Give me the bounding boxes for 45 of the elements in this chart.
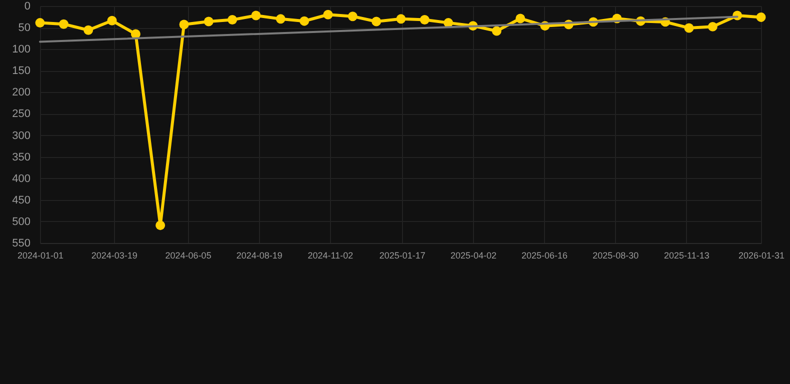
point [420,15,430,25]
point [204,16,214,26]
point [107,16,117,26]
point [756,12,766,22]
x-tick-label: 2025-06-16 [522,250,568,260]
point [684,23,694,33]
y-tick-label: 300 [12,130,30,142]
point [251,10,261,20]
y-tick-label: 0 [24,0,30,12]
point [130,29,140,39]
y-tick-label: 450 [12,194,30,206]
y-tick-label: 350 [12,151,30,164]
point [179,20,189,30]
point [372,16,382,26]
point [516,14,526,24]
y-tick-label: 500 [12,216,30,228]
point [58,19,68,29]
y-tick-label: 100 [12,44,30,56]
x-tick-label: 2025-11-13 [664,250,710,260]
x-tick-label: 2026-01-31 [738,250,785,260]
point [35,18,45,28]
point [84,25,94,35]
point [492,26,502,36]
point [323,10,333,20]
x-tick-label: 2024-01-01 [17,250,64,260]
x-tick-label: 2024-11-02 [308,250,354,260]
y-tick-label: 400 [12,172,30,185]
x-tick-label: 2024-08-19 [236,250,282,260]
y-tick-label: 250 [12,108,30,120]
x-tick-label: 2025-08-30 [592,250,639,260]
y-tick-label: 150 [12,65,30,78]
x-tick-label: 2024-03-19 [91,250,138,260]
y-tick-label: 550 [12,238,30,250]
x-tick-label: 2025-04-02 [450,250,496,260]
point [708,22,718,32]
y-tick-label: 50 [18,22,30,34]
point [156,220,166,230]
point [228,15,238,25]
x-tick-label: 2025-01-17 [379,250,426,260]
x-tick-label: 2024-06-05 [165,250,212,260]
point [348,12,358,22]
point [300,16,310,26]
point [396,14,406,24]
y-tick-label: 200 [12,86,30,99]
point [276,14,286,24]
